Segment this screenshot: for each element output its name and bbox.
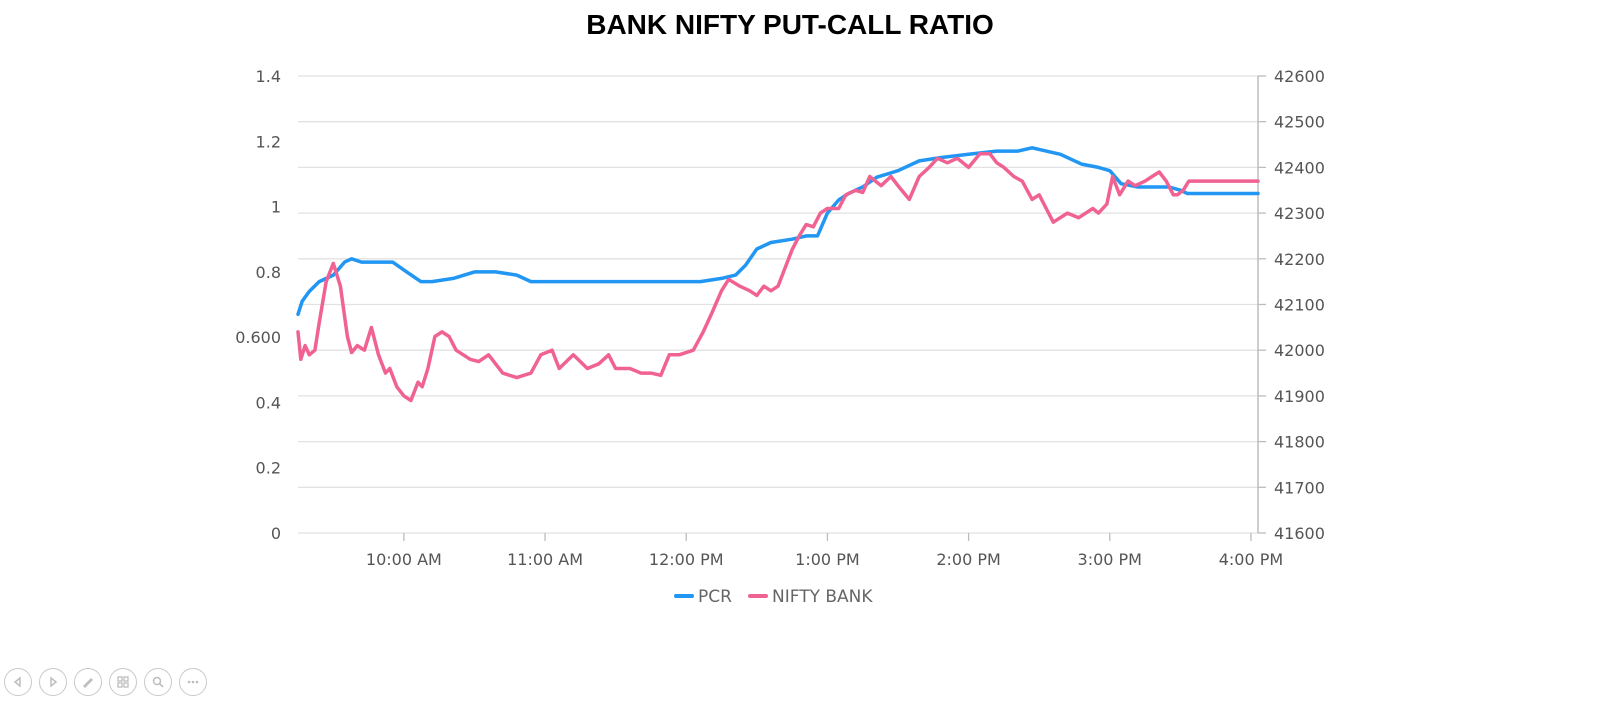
left-axis-tick-label: 1.2: [256, 132, 281, 151]
right-axis-tick-label: 41700: [1274, 478, 1325, 497]
right-axis-tick-label: 42600: [1274, 67, 1325, 86]
series-line-pcr: [296, 146, 1260, 317]
zoom-button[interactable]: [144, 668, 172, 696]
more-options-icon: [186, 675, 200, 689]
slide-toolbar: [4, 668, 207, 698]
slides-grid-icon: [116, 675, 130, 689]
left-axis-tick-label: 0.2: [256, 459, 281, 478]
gridlines: [298, 75, 1258, 534]
legend: PCR NIFTY BANK: [674, 587, 873, 607]
series-line-nifty-bank: [296, 151, 1260, 403]
pen-icon: [81, 675, 95, 689]
right-axis-tick-label: 42300: [1274, 204, 1325, 223]
left-axis-tick-label: 1: [271, 198, 281, 217]
right-axis-tick-label: 41800: [1274, 433, 1325, 452]
x-axis-tick-label: 12:00 PM: [649, 550, 724, 569]
left-axis-tick-label: 0.4: [256, 393, 281, 412]
legend-label: NIFTY BANK: [772, 587, 873, 607]
previous-slide-button[interactable]: [4, 668, 32, 696]
right-axis-tick-label: 42500: [1274, 113, 1325, 132]
next-slide-button[interactable]: [39, 668, 67, 696]
more-options-button[interactable]: [179, 668, 207, 696]
next-slide-icon: [46, 675, 60, 689]
right-axis-tick-label: 42400: [1274, 158, 1325, 177]
left-axis-tick-label: 0: [271, 524, 281, 543]
x-axis-tick-label: 2:00 PM: [936, 550, 1000, 569]
right-axis-tick-label: 42200: [1274, 250, 1325, 269]
right-axis-tick-label: 41600: [1274, 524, 1325, 543]
right-axis-tick-label: 42100: [1274, 296, 1325, 315]
x-axis-tick-label: 4:00 PM: [1219, 550, 1283, 569]
left-axis-tick-label: 1.4: [256, 67, 281, 86]
right-axis-tick-label: 42000: [1274, 341, 1325, 360]
pen-button[interactable]: [74, 668, 102, 696]
x-axis-tick-label: 3:00 PM: [1078, 550, 1142, 569]
zoom-icon: [151, 675, 165, 689]
right-axis-tick-label: 41900: [1274, 387, 1325, 406]
x-axis-tick-label: 10:00 AM: [366, 550, 442, 569]
left-axis-tick-label: 0.8: [256, 263, 281, 282]
axes: 0 0.2 0.4 0.600 0.8 1 1.2 1.4 41600 41700 41800 419…: [235, 67, 1325, 569]
slides-grid-button[interactable]: [109, 668, 137, 696]
previous-slide-icon: [11, 675, 25, 689]
left-axis-tick-label: 0.600: [235, 328, 281, 347]
legend-label: PCR: [698, 587, 732, 607]
chart-title: BANK NIFTY PUT-CALL RATIO: [586, 9, 994, 40]
x-axis-tick-label: 1:00 PM: [795, 550, 859, 569]
x-axis-tick-label: 11:00 AM: [507, 550, 583, 569]
series-lines: [296, 146, 1260, 403]
